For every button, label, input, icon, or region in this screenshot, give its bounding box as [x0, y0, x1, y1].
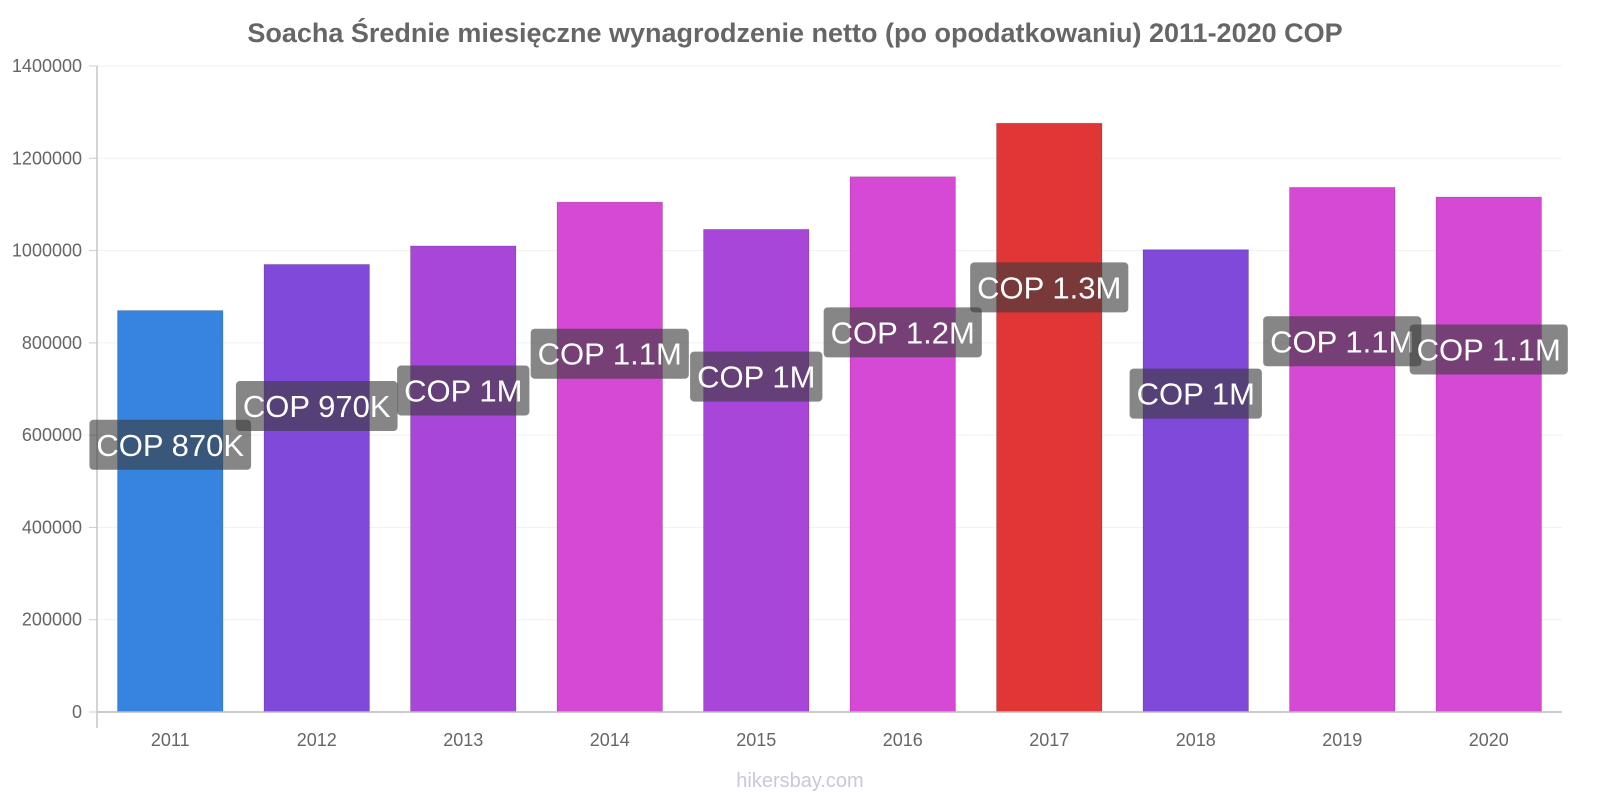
data-label-box: [690, 351, 823, 402]
data-label-box: [823, 307, 982, 358]
data-label-box: [1263, 316, 1422, 367]
data-label-box: [397, 365, 530, 416]
x-tick-label: 2020: [1469, 730, 1509, 750]
data-label-box: [1129, 368, 1262, 419]
data-label-box: [89, 419, 252, 470]
y-tick-label: 1200000: [12, 148, 82, 168]
bar-2019: [1289, 186, 1396, 713]
data-label-2015: COP 1M: [690, 351, 823, 402]
data-label-2019: COP 1.1M: [1263, 316, 1422, 367]
data-label-2014: COP 1.1M: [530, 328, 689, 379]
data-label-2018: COP 1M: [1129, 368, 1262, 419]
data-label-2012: COP 970K: [235, 381, 398, 432]
bar-2014: [556, 201, 663, 713]
x-tick-label: 2015: [736, 730, 776, 750]
axes: [96, 66, 1562, 728]
bar-2012: [263, 263, 370, 713]
data-label-text: COP 970K: [243, 389, 391, 424]
data-label-text: COP 1.3M: [977, 270, 1121, 305]
bar-2016: [849, 176, 956, 713]
x-tick-label: 2017: [1029, 730, 1069, 750]
y-tick-label: 400000: [22, 517, 82, 537]
data-label-text: COP 1.1M: [538, 337, 682, 372]
y-tick-label: 800000: [22, 333, 82, 353]
x-tick-label: 2018: [1176, 730, 1216, 750]
x-tick-label: 2012: [297, 730, 337, 750]
data-label-text: COP 1M: [697, 360, 815, 395]
y-tick-label: 1400000: [12, 56, 82, 76]
data-label-box: [235, 381, 398, 432]
bars: [117, 122, 1542, 713]
bar-2015: [703, 228, 810, 713]
chart-title: Soacha Średnie miesięczne wynagrodzenie …: [247, 17, 1342, 48]
x-axis-ticks: 2011 2012 2013 2014 2015 2016 2017 2018 2019 2020: [151, 730, 1509, 750]
data-label-text: COP 870K: [96, 428, 244, 463]
x-tick-label: 2019: [1322, 730, 1362, 750]
data-label-box: [530, 328, 689, 379]
data-label-text: COP 1.2M: [831, 315, 975, 350]
data-label-box: [970, 262, 1129, 313]
x-tick-label: 2011: [151, 730, 190, 750]
y-tick-label: 600000: [22, 425, 82, 445]
x-tick-label: 2013: [443, 730, 483, 750]
data-label-2016: COP 1.2M: [823, 307, 982, 358]
data-labels: COP 870K COP 970K COP 1M COP 1.1M COP 1M COP …: [89, 262, 1568, 470]
x-tick-label: 2014: [590, 730, 630, 750]
x-tick-label: 2016: [883, 730, 923, 750]
data-label-box: [1409, 324, 1568, 375]
bar-2020: [1435, 196, 1542, 713]
bar-2018: [1142, 249, 1249, 713]
data-label-text: COP 1.1M: [1417, 332, 1561, 367]
data-label-2020: COP 1.1M: [1409, 324, 1568, 375]
data-label-text: COP 1M: [404, 374, 522, 409]
data-label-2013: COP 1M: [397, 365, 530, 416]
data-label-2017: COP 1.3M: [970, 262, 1129, 313]
y-tick-label: 1000000: [12, 241, 82, 261]
watermark: hikersbay.com: [736, 770, 863, 792]
data-label-text: COP 1M: [1137, 377, 1255, 412]
data-label-2011: COP 870K: [89, 419, 252, 470]
y-axis-ticks: 0 200000 400000 600000 800000 1000000 1200000 1…: [12, 56, 97, 722]
bar-2013: [410, 245, 517, 713]
data-label-text: COP 1.1M: [1270, 324, 1414, 359]
y-tick-label: 0: [72, 702, 82, 722]
bar-2017: [996, 122, 1103, 713]
bar-2011: [117, 310, 224, 713]
y-tick-label: 200000: [22, 610, 82, 630]
